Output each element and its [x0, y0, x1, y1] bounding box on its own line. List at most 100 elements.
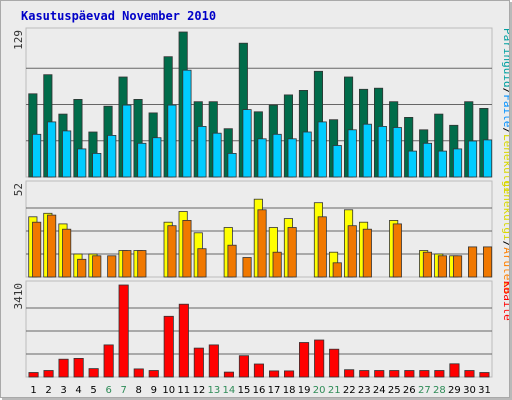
series-Faile [32, 69, 493, 178]
bar-Faile-day-1 [32, 133, 42, 178]
x-tick-label: 21 [328, 385, 341, 396]
bar-Aruteid-day-28 [437, 255, 447, 278]
bar-Faile-day-6 [107, 134, 117, 178]
legend-entry: / [501, 88, 509, 95]
x-tick-label: 13 [208, 385, 221, 396]
x-tick-label: 11 [177, 385, 190, 396]
bar-Faile-day-30 [467, 140, 478, 178]
x-axis: 1 2 3 4 5 6 7 8 9 10 11 12 13 14 15 16 17 18 19 20 21 22 23 24 2… [30, 385, 491, 396]
bar-KBaite-day-8 [133, 368, 144, 378]
bar-Faile-day-18 [287, 138, 297, 178]
bar-Faile-day-17 [272, 133, 282, 178]
bar-KBaite-day-6 [103, 344, 114, 378]
x-tick-label: 31 [478, 385, 491, 396]
x-tick-label: 15 [238, 385, 251, 396]
bar-Faile-day-28 [437, 150, 447, 178]
bar-Faile-day-13 [212, 132, 222, 178]
bar-Aruteid-day-11 [182, 219, 192, 278]
bar-KBaite-day-20 [314, 339, 325, 378]
bar-Aruteid-day-18 [287, 227, 297, 278]
bar-KBaite-day-12 [193, 347, 204, 378]
bar-Aruteid-day-23 [362, 228, 372, 278]
bar-Aruteid-day-14 [227, 244, 237, 278]
bar-Faile-day-23 [362, 123, 372, 178]
bar-Faile-day-19 [302, 131, 312, 178]
bar-Aruteid-day-20 [317, 216, 327, 278]
bar-Aruteid-day-8 [137, 250, 147, 278]
legend-entry: Lehekülgi [501, 181, 509, 241]
bar-Aruteid-day-31 [482, 246, 493, 278]
bar-KBaite-day-22 [344, 369, 355, 378]
bar-Aruteid-day-15 [242, 257, 252, 278]
bar-Aruteid-day-12 [197, 248, 207, 278]
bar-KBaite-day-4 [73, 357, 84, 378]
bar-KBaite-day-9 [148, 370, 159, 378]
panel-2: 52 Lehekülgi/Aruteid [12, 180, 509, 294]
bar-Aruteid-day-29 [452, 255, 463, 278]
bar-Faile-day-11 [182, 69, 192, 178]
bar-Aruteid-day-2 [47, 214, 57, 278]
x-tick-label: 17 [268, 385, 281, 396]
x-tick-label: 28 [433, 385, 446, 396]
legend-entry: Lehekülgi [501, 134, 509, 194]
x-tick-label: 14 [223, 385, 236, 396]
bar-Faile-day-12 [197, 126, 207, 178]
bar-Aruteid-day-7 [122, 250, 132, 278]
x-tick-label: 16 [253, 385, 266, 396]
bar-Aruteid-day-22 [347, 225, 357, 278]
x-tick-label: 8 [136, 385, 142, 396]
bar-KBaite-day-17 [268, 370, 280, 378]
bar-KBaite-day-25 [389, 370, 400, 378]
legend-entry: / [501, 241, 509, 248]
x-tick-label: 25 [388, 385, 401, 396]
bar-Aruteid-day-3 [62, 228, 72, 278]
plot-area [25, 280, 493, 378]
bar-KBaite-day-5 [88, 368, 99, 378]
bar-Faile-day-15 [242, 109, 252, 178]
bar-Aruteid-day-27 [422, 251, 432, 278]
bar-KBaite-day-18 [283, 370, 295, 378]
legend-entry: Päringuid [501, 28, 509, 88]
bar-KBaite-day-19 [298, 342, 310, 378]
bar-Faile-day-29 [452, 148, 463, 178]
bar-KBaite-day-2 [43, 370, 54, 378]
bar-KBaite-day-15 [238, 355, 250, 378]
bar-KBaite-day-27 [419, 370, 430, 378]
y-max-label: 52 [12, 183, 25, 196]
bar-Faile-day-14 [227, 152, 237, 178]
legend-panel-3: KBaite [501, 281, 509, 321]
bar-KBaite-day-13 [208, 344, 219, 378]
bar-KBaite-day-24 [374, 370, 385, 378]
chart-title: Kasutuspäevad November 2010 [21, 9, 216, 23]
x-tick-label: 6 [106, 385, 112, 396]
bar-Faile-day-2 [47, 121, 57, 178]
x-tick-label: 7 [121, 385, 127, 396]
bar-KBaite-day-21 [329, 348, 340, 378]
x-tick-label: 18 [283, 385, 296, 396]
x-tick-label: 10 [162, 385, 175, 396]
bar-KBaite-day-31 [479, 372, 490, 378]
bar-KBaite-day-30 [464, 370, 475, 378]
legend-entry: KBaite [501, 281, 509, 321]
x-tick-label: 30 [463, 385, 476, 396]
legend-entry: Faile [501, 94, 509, 127]
bar-Faile-day-25 [392, 127, 402, 178]
bar-Aruteid-day-10 [167, 225, 177, 278]
y-max-label: 129 [12, 30, 25, 50]
bar-Faile-day-4 [77, 148, 87, 178]
series-KBaite [28, 284, 490, 378]
bar-KBaite-day-1 [28, 372, 39, 378]
bar-Faile-day-21 [332, 145, 342, 178]
bar-Faile-day-8 [137, 142, 147, 178]
bar-Faile-day-7 [122, 104, 132, 178]
legend-entry: / [501, 127, 509, 134]
bar-Faile-day-16 [257, 138, 267, 178]
legend-panel-2: Lehekülgi/Aruteid [501, 181, 509, 294]
bar-Aruteid-day-21 [332, 262, 342, 278]
legend-panel-1: Päringuid/Faile/Lehekülgi [501, 28, 509, 194]
x-tick-label: 3 [60, 385, 66, 396]
bar-KBaite-day-11 [178, 303, 189, 378]
bar-Aruteid-day-17 [272, 251, 282, 278]
x-tick-label: 9 [151, 385, 157, 396]
